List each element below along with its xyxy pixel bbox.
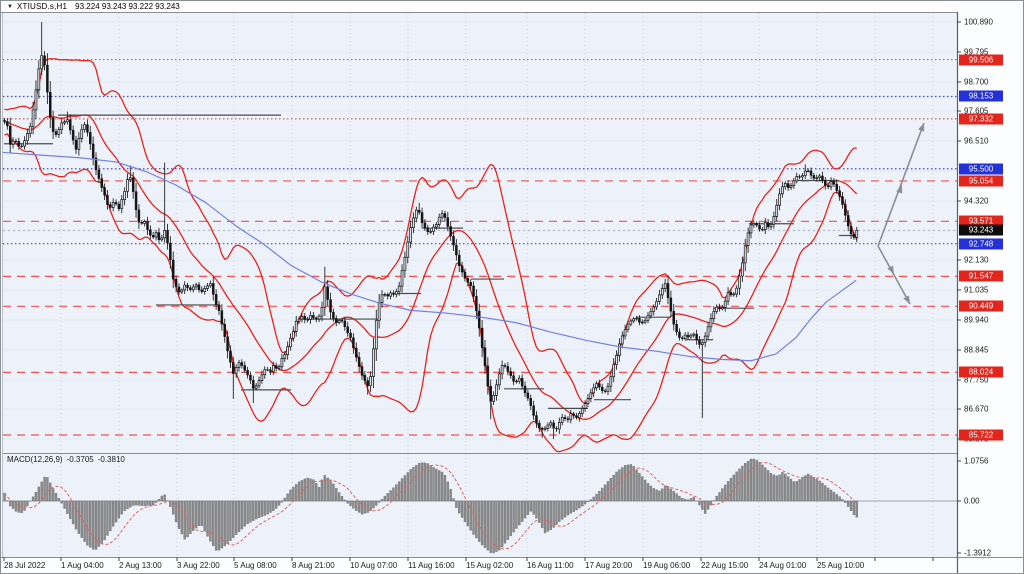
time-axis-label: 3 Aug 22:00 bbox=[177, 561, 220, 570]
price-badge-red: 95.054 bbox=[959, 175, 1003, 187]
price-badge-red: 90.449 bbox=[959, 300, 1003, 312]
price-badge-red: 88.024 bbox=[959, 366, 1003, 378]
price-badge-red: 91.547 bbox=[959, 270, 1003, 282]
price-axis-label: 94.320 bbox=[964, 196, 989, 206]
time-axis-label: 1 Aug 04:00 bbox=[61, 561, 104, 570]
macd-axis-label: 0.00 bbox=[964, 496, 980, 506]
macd-indicator-label: MACD(12,26,9) -0.3705 -0.3810 bbox=[7, 455, 129, 464]
time-axis-label: 24 Aug 01:00 bbox=[759, 561, 807, 570]
macd-main-value: -0.3705 bbox=[66, 455, 94, 464]
time-axis-label: 16 Aug 11:00 bbox=[527, 561, 574, 570]
price-badge-blue: 92.748 bbox=[959, 238, 1003, 250]
time-axis-label: 22 Aug 15:00 bbox=[701, 561, 749, 570]
price-badge-blue: 95.500 bbox=[959, 163, 1003, 175]
time-axis-label: 25 Aug 10:00 bbox=[817, 561, 865, 570]
time-axis-label: 11 Aug 16:00 bbox=[408, 561, 455, 570]
time-axis-label: 2 Aug 13:00 bbox=[119, 561, 162, 570]
price-badge-red: 99.506 bbox=[959, 54, 1003, 66]
price-axis[interactable]: 100.890 99.795 98.700 97.605 96.510 94.320 92.… bbox=[957, 1, 1023, 573]
time-axis-label: 17 Aug 20:00 bbox=[585, 561, 633, 570]
time-axis-label: 10 Aug 07:00 bbox=[350, 561, 398, 570]
price-badge-red: 85.722 bbox=[959, 429, 1003, 441]
price-badge-black: 93.243 bbox=[959, 224, 1003, 236]
price-axis-label: 89.940 bbox=[964, 315, 989, 325]
macd-name: MACD(12,26,9) bbox=[7, 455, 63, 464]
price-axis-label: 96.510 bbox=[964, 136, 989, 146]
time-axis-label: 15 Aug 02:00 bbox=[466, 561, 514, 570]
price-axis-label: 87.750 bbox=[964, 375, 989, 385]
price-axis-label: 97.605 bbox=[964, 106, 989, 116]
price-axis-label: 98.700 bbox=[964, 77, 989, 87]
time-axis[interactable]: 28 Jul 2022 1 Aug 04:00 2 Aug 13:00 3 Aug 2… bbox=[1, 558, 1023, 573]
macd-signal-value: -0.3810 bbox=[97, 455, 125, 464]
time-axis-label: 19 Aug 06:00 bbox=[643, 561, 691, 570]
collapse-triangle-icon[interactable]: ▼ bbox=[7, 4, 13, 10]
macd-axis-label: 1.0756 bbox=[964, 456, 989, 466]
time-axis-label: 28 Jul 2022 bbox=[4, 561, 46, 570]
price-axis-label: 91.035 bbox=[964, 285, 989, 295]
price-badge-blue: 98.153 bbox=[959, 90, 1003, 102]
price-badge-red: 97.332 bbox=[959, 113, 1003, 125]
price-axis-label: 88.845 bbox=[964, 345, 989, 355]
time-axis-label: 5 Aug 08:00 bbox=[234, 561, 277, 570]
chart-title-bar: ▼ XTIUSD.s,H1 93.224 93.243 93.222 93.243 bbox=[1, 1, 961, 12]
price-axis-label: 100.890 bbox=[964, 17, 993, 27]
time-axis-label: 8 Aug 21:00 bbox=[292, 561, 335, 570]
price-axis-label: 99.795 bbox=[964, 47, 989, 57]
price-badge-red: 93.571 bbox=[959, 215, 1003, 227]
price-axis-label: 92.130 bbox=[964, 255, 989, 265]
symbol-period-label: XTIUSD.s,H1 bbox=[16, 2, 68, 11]
price-axis-label: 86.670 bbox=[964, 404, 989, 414]
macd-axis-label: -1.3912 bbox=[964, 548, 992, 558]
ohlc-values: 93.224 93.243 93.222 93.243 bbox=[75, 2, 180, 11]
